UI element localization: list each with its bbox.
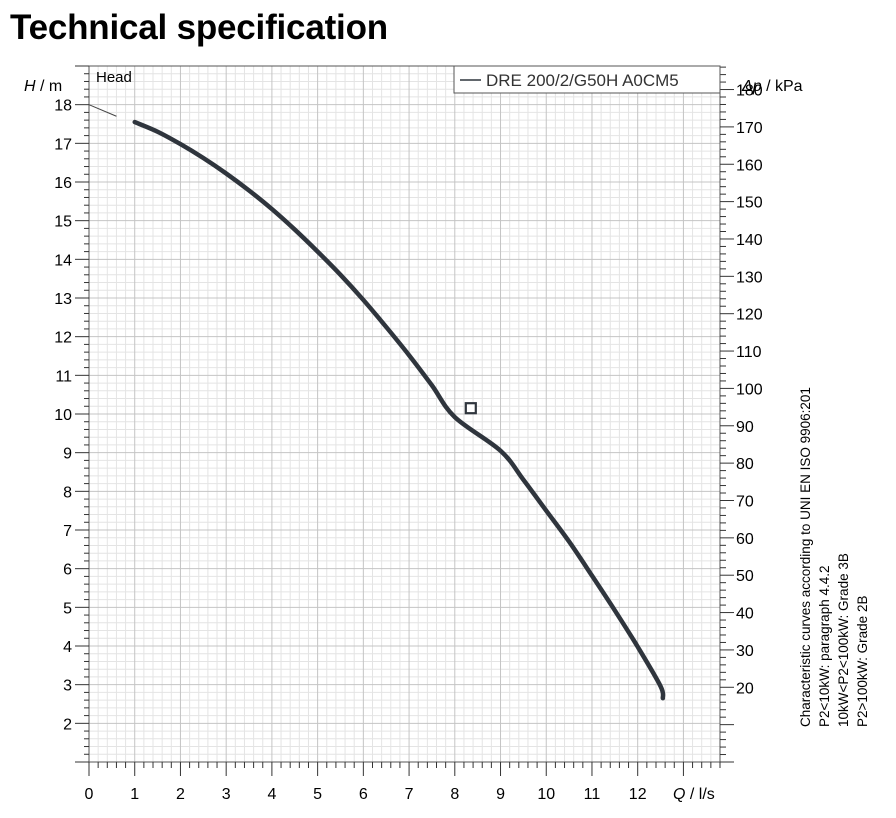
x-tick-label: 10 [537, 786, 555, 803]
y2-tick-label: 110 [736, 344, 762, 361]
y2-tick-label: 30 [736, 643, 754, 660]
y2-tick-label: 20 [736, 680, 754, 697]
y2-tick-label: 80 [736, 456, 754, 473]
y2-tick-label: 130 [736, 269, 763, 286]
axis-bottom: 0 1 2 3 4 5 6 7 8 9 10 11 12 [85, 762, 721, 803]
y-tick-label: 11 [55, 368, 72, 385]
x-tick-label: 5 [313, 786, 322, 803]
panel-label: Head [96, 69, 132, 86]
x-tick-label: 9 [496, 786, 505, 803]
y-tick-label: 3 [63, 678, 72, 695]
y-tick-label: 5 [63, 600, 72, 617]
y2-axis-label: Δp / kPa [741, 78, 803, 95]
y-tick-label: 14 [54, 252, 72, 269]
y-tick-label: 10 [54, 407, 72, 424]
y2-tick-label: 60 [736, 531, 754, 548]
y2-tick-label: 150 [736, 195, 763, 212]
y2-tick-label: 160 [736, 157, 763, 174]
y-tick-label: 4 [63, 639, 72, 656]
x-tick-label: 12 [629, 786, 647, 803]
side-note-line-1: Characteristic curves according to UNI E… [798, 387, 813, 727]
y-tick-label: 7 [63, 523, 72, 540]
y2-tick-label: 120 [736, 307, 763, 324]
y-tick-label: 13 [54, 291, 72, 308]
y2-tick-label: 90 [736, 419, 754, 436]
x-tick-label: 8 [450, 786, 459, 803]
legend: DRE 200/2/G50H A0CM5 [453, 65, 721, 94]
x-tick-label: 1 [130, 786, 139, 803]
x-tick-label: 2 [176, 786, 185, 803]
x-axis-label: Q / l/s [673, 786, 715, 803]
x-tick-label: 3 [222, 786, 231, 803]
y-tick-label: 12 [54, 330, 72, 347]
y2-tick-label: 180 [736, 83, 763, 100]
y2-axis-symbol: Δp [741, 78, 762, 95]
y2-tick-label: 170 [736, 120, 763, 137]
curves [88, 104, 666, 701]
y-tick-label: 16 [54, 175, 72, 192]
y-tick-label: 15 [54, 214, 72, 231]
x-tick-label: 7 [405, 786, 414, 803]
side-note-line-2: P2<10kW: paragraph 4.4.2 [817, 566, 832, 728]
y2-axis-unit: / kPa [762, 78, 803, 95]
page-title: Technical specification [10, 8, 388, 47]
y-tick-label: 9 [63, 446, 72, 463]
side-note-line-3: 10kW<P2<100kW: Grade 3B [836, 553, 851, 727]
y2-tick-label: 50 [736, 568, 754, 585]
grid-major [88, 65, 720, 763]
axis-left: 2 3 4 5 6 7 8 9 10 11 12 13 14 15 16 17 18 [54, 65, 89, 763]
x-tick-label: 0 [85, 786, 94, 803]
side-note: Characteristic curves according to UNI E… [798, 383, 870, 727]
x-tick-label: 6 [359, 786, 368, 803]
y-tick-label: 18 [54, 98, 72, 115]
y2-tick-label: 70 [736, 493, 754, 510]
operating-point-marker [464, 402, 477, 415]
x-tick-label: 11 [584, 786, 601, 803]
axis-right: 20 30 40 50 60 70 80 90 100 110 120 130 140 150 160 170… [720, 66, 763, 763]
y-tick-label: 17 [54, 136, 72, 153]
y2-tick-label: 40 [736, 606, 754, 623]
head-curve-line [132, 119, 666, 701]
head-curve-extension [88, 104, 117, 117]
x-tick-label: 4 [267, 786, 276, 803]
legend-entry-label: DRE 200/2/G50H A0CM5 [486, 71, 679, 90]
y2-tick-label: 100 [736, 381, 763, 398]
y-tick-label: 6 [63, 562, 72, 579]
y2-tick-label: 140 [736, 232, 763, 249]
y-axis-symbol: H [24, 78, 36, 95]
x-axis-unit: / l/s [685, 786, 714, 803]
legend-box [453, 65, 721, 94]
side-note-line-4: P2>100kW: Grade 2B [855, 596, 870, 727]
y-axis-unit: / m [36, 78, 63, 95]
x-axis-symbol: Q [673, 786, 685, 803]
y-axis-label: H / m [24, 78, 62, 95]
y-tick-label: 8 [63, 484, 72, 501]
y-tick-label: 2 [63, 716, 72, 733]
